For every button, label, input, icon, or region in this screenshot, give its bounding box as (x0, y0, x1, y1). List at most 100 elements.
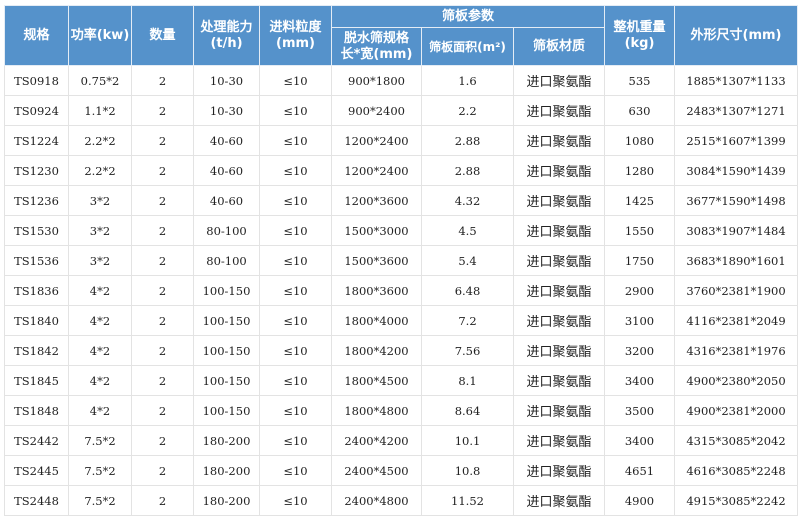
cell-screen-material: 进口聚氨酯 (513, 275, 605, 306)
cell-screen-area: 2.88 (421, 125, 514, 156)
cell-screen-spec: 900*1800 (331, 65, 422, 96)
cell-model: TS1536 (4, 245, 69, 276)
cell-dimensions: 4316*2381*1976 (674, 335, 798, 366)
cell-capacity: 10-30 (193, 65, 260, 96)
cell-capacity: 40-60 (193, 155, 260, 186)
cell-power: 3*2 (68, 185, 132, 216)
header-screen-material: 筛板材质 (513, 27, 605, 66)
cell-quantity: 2 (131, 455, 194, 486)
cell-screen-spec: 1500*3600 (331, 245, 422, 276)
cell-screen-area: 2.2 (421, 95, 514, 126)
cell-model: TS1530 (4, 215, 69, 246)
cell-capacity: 180-200 (193, 485, 260, 516)
cell-dimensions: 3760*2381*1900 (674, 275, 798, 306)
cell-screen-area: 4.32 (421, 185, 514, 216)
cell-feed-size: ≤10 (259, 275, 332, 306)
cell-power: 4*2 (68, 365, 132, 396)
cell-capacity: 40-60 (193, 125, 260, 156)
cell-feed-size: ≤10 (259, 485, 332, 516)
cell-quantity: 2 (131, 305, 194, 336)
cell-power: 7.5*2 (68, 455, 132, 486)
cell-dimensions: 4616*3085*2248 (674, 455, 798, 486)
cell-screen-material: 进口聚氨酯 (513, 125, 605, 156)
cell-capacity: 100-150 (193, 365, 260, 396)
cell-capacity: 40-60 (193, 185, 260, 216)
cell-dimensions: 1885*1307*1133 (674, 65, 798, 96)
cell-screen-area: 5.4 (421, 245, 514, 276)
table-row: TS1845 4*2 2 100-150 ≤10 1800*4500 8.1 进口聚氨酯 340… (4, 365, 798, 396)
cell-screen-area: 7.2 (421, 305, 514, 336)
cell-capacity: 100-150 (193, 395, 260, 426)
header-screen-group: 筛板参数 (331, 5, 605, 28)
cell-power: 4*2 (68, 335, 132, 366)
cell-model: TS0918 (4, 65, 69, 96)
cell-feed-size: ≤10 (259, 305, 332, 336)
spec-table: 规格 功率(kw) 数量 处理能力 (t/h) 进料粒度 (mm) 筛板参数 整… (4, 5, 798, 516)
cell-quantity: 2 (131, 65, 194, 96)
cell-weight: 630 (604, 95, 675, 126)
table-row: TS1536 3*2 2 80-100 ≤10 1500*3600 5.4 进口聚氨酯 1750… (4, 245, 798, 276)
cell-model: TS2442 (4, 425, 69, 456)
cell-screen-area: 1.6 (421, 65, 514, 96)
cell-feed-size: ≤10 (259, 425, 332, 456)
cell-weight: 1750 (604, 245, 675, 276)
cell-weight: 3500 (604, 395, 675, 426)
cell-screen-area: 8.1 (421, 365, 514, 396)
cell-weight: 1080 (604, 125, 675, 156)
cell-screen-spec: 900*2400 (331, 95, 422, 126)
cell-screen-material: 进口聚氨酯 (513, 215, 605, 246)
cell-model: TS1230 (4, 155, 69, 186)
cell-model: TS1845 (4, 365, 69, 396)
table-row: TS2445 7.5*2 2 180-200 ≤10 2400*4500 10.8 进口聚氨酯… (4, 455, 798, 486)
table-row: TS1836 4*2 2 100-150 ≤10 1800*3600 6.48 进口聚氨酯 29… (4, 275, 798, 306)
header-feed-size: 进料粒度 (mm) (259, 5, 332, 66)
cell-weight: 4651 (604, 455, 675, 486)
cell-screen-material: 进口聚氨酯 (513, 305, 605, 336)
cell-dimensions: 4116*2381*2049 (674, 305, 798, 336)
cell-weight: 1425 (604, 185, 675, 216)
cell-weight: 535 (604, 65, 675, 96)
table-row: TS1224 2.2*2 2 40-60 ≤10 1200*2400 2.88 进口聚氨酯 10… (4, 125, 798, 156)
cell-feed-size: ≤10 (259, 65, 332, 96)
cell-screen-area: 2.88 (421, 155, 514, 186)
cell-quantity: 2 (131, 245, 194, 276)
cell-capacity: 10-30 (193, 95, 260, 126)
cell-capacity: 100-150 (193, 305, 260, 336)
cell-screen-material: 进口聚氨酯 (513, 65, 605, 96)
cell-screen-material: 进口聚氨酯 (513, 455, 605, 486)
cell-quantity: 2 (131, 125, 194, 156)
cell-feed-size: ≤10 (259, 455, 332, 486)
cell-screen-area: 10.8 (421, 455, 514, 486)
cell-capacity: 180-200 (193, 425, 260, 456)
cell-power: 1.1*2 (68, 95, 132, 126)
cell-screen-spec: 1200*3600 (331, 185, 422, 216)
cell-screen-spec: 1800*4800 (331, 395, 422, 426)
cell-model: TS1840 (4, 305, 69, 336)
cell-screen-spec: 1200*2400 (331, 155, 422, 186)
cell-dimensions: 4900*2380*2050 (674, 365, 798, 396)
cell-model: TS1236 (4, 185, 69, 216)
cell-weight: 3200 (604, 335, 675, 366)
cell-power: 7.5*2 (68, 425, 132, 456)
header-screen-area: 筛板面积(m²) (421, 27, 514, 66)
table-row: TS0918 0.75*2 2 10-30 ≤10 900*1800 1.6 进口聚氨酯 535… (4, 65, 798, 96)
cell-dimensions: 2515*1607*1399 (674, 125, 798, 156)
cell-screen-spec: 1500*3000 (331, 215, 422, 246)
cell-screen-area: 4.5 (421, 215, 514, 246)
header-power: 功率(kw) (68, 5, 132, 66)
cell-power: 4*2 (68, 395, 132, 426)
cell-capacity: 100-150 (193, 335, 260, 366)
cell-screen-material: 进口聚氨酯 (513, 365, 605, 396)
cell-quantity: 2 (131, 335, 194, 366)
cell-feed-size: ≤10 (259, 95, 332, 126)
cell-capacity: 100-150 (193, 275, 260, 306)
cell-screen-spec: 1800*4500 (331, 365, 422, 396)
cell-screen-area: 10.1 (421, 425, 514, 456)
cell-model: TS2448 (4, 485, 69, 516)
cell-screen-material: 进口聚氨酯 (513, 155, 605, 186)
cell-quantity: 2 (131, 215, 194, 246)
cell-feed-size: ≤10 (259, 335, 332, 366)
table-row: TS1840 4*2 2 100-150 ≤10 1800*4000 7.2 进口聚氨酯 310… (4, 305, 798, 336)
cell-model: TS1224 (4, 125, 69, 156)
header-dimensions: 外形尺寸(mm) (674, 5, 798, 66)
